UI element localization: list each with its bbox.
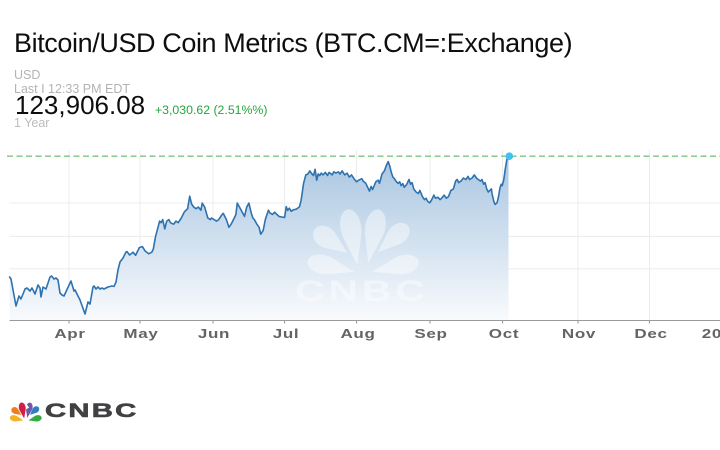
svg-text:CNBC: CNBC — [295, 274, 429, 307]
